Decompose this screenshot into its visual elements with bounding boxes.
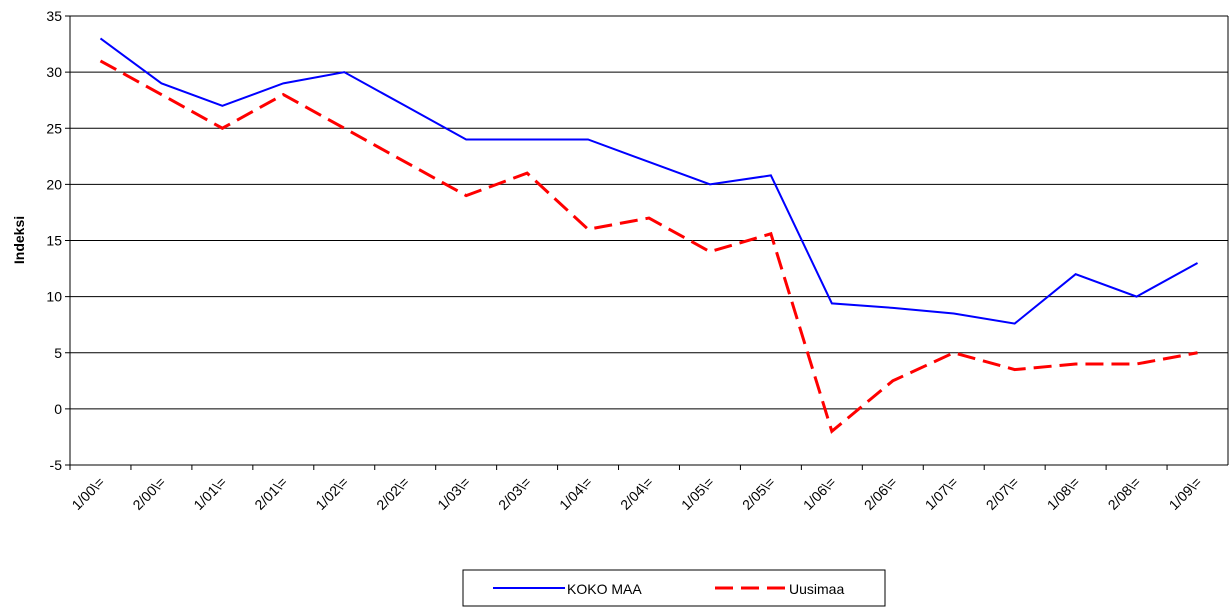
line-series (99, 37, 1199, 325)
y-axis-label: Indeksi (11, 216, 27, 264)
x-tick-label: 1/03\= (434, 474, 473, 513)
x-tick-label: 2/02\= (373, 474, 412, 513)
x-tick-label: 2/07\= (983, 474, 1022, 513)
y-tick-label: 35 (46, 8, 62, 24)
x-tick-label: 1/08\= (1044, 474, 1083, 513)
y-tick-label: 10 (46, 289, 62, 305)
x-tick-label: 1/09\= (1166, 474, 1205, 513)
x-tick-label: 2/01\= (251, 474, 290, 513)
x-tick-label: 2/05\= (739, 474, 778, 513)
x-tick-label: 2/03\= (495, 474, 534, 513)
x-tick-label: 1/04\= (556, 474, 595, 513)
x-tick-label: 1/01\= (190, 474, 229, 513)
y-tick-label: 5 (54, 345, 62, 361)
legend-label: Uusimaa (789, 581, 844, 597)
x-tick-label: 1/00\= (68, 474, 107, 513)
x-tick-label: 1/02\= (312, 474, 351, 513)
x-tick-label: 2/08\= (1105, 474, 1144, 513)
x-tick-label: 1/07\= (922, 474, 961, 513)
x-tick-label: 2/00\= (129, 474, 168, 513)
legend-label: KOKO MAA (567, 581, 642, 597)
y-tick-label: 30 (46, 64, 62, 80)
x-tick-label: 2/04\= (617, 474, 656, 513)
y-tick-label: 15 (46, 233, 62, 249)
y-tick-label: 0 (54, 401, 62, 417)
y-tick-label: 25 (46, 120, 62, 136)
y-tick-label: 20 (46, 176, 62, 192)
x-tick-label: 1/05\= (678, 474, 717, 513)
line-series (99, 59, 1198, 434)
x-tick-label: 1/06\= (800, 474, 839, 513)
x-tick-label: 2/06\= (861, 474, 900, 513)
y-tick-label: -5 (50, 457, 63, 473)
